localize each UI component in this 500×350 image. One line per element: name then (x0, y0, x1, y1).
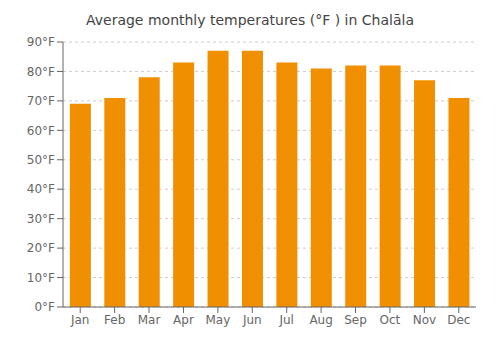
svg-text:Nov: Nov (413, 313, 436, 327)
svg-text:20°F: 20°F (27, 241, 55, 255)
svg-text:Feb: Feb (104, 313, 125, 327)
svg-text:Sep: Sep (344, 313, 367, 327)
svg-text:Jun: Jun (242, 313, 262, 327)
svg-text:60°F: 60°F (27, 124, 55, 138)
svg-text:Aug: Aug (309, 313, 332, 327)
svg-text:80°F: 80°F (27, 65, 55, 79)
svg-text:90°F: 90°F (27, 35, 55, 49)
svg-text:Oct: Oct (380, 313, 401, 327)
svg-text:Jan: Jan (70, 313, 90, 327)
svg-text:May: May (205, 313, 230, 327)
svg-text:70°F: 70°F (27, 94, 55, 108)
svg-text:40°F: 40°F (27, 182, 55, 196)
svg-text:Dec: Dec (447, 313, 470, 327)
svg-text:30°F: 30°F (27, 212, 55, 226)
svg-text:Apr: Apr (173, 313, 194, 327)
svg-text:50°F: 50°F (27, 153, 55, 167)
html-text:Average monthly temperatures (: Average monthly temperatures (°F ) in Ch… (86, 12, 414, 28)
svg-text:Jul: Jul (278, 313, 293, 327)
svg-text:10°F: 10°F (27, 271, 55, 285)
svg-text:0°F: 0°F (34, 300, 55, 314)
svg-text:Mar: Mar (138, 313, 161, 327)
